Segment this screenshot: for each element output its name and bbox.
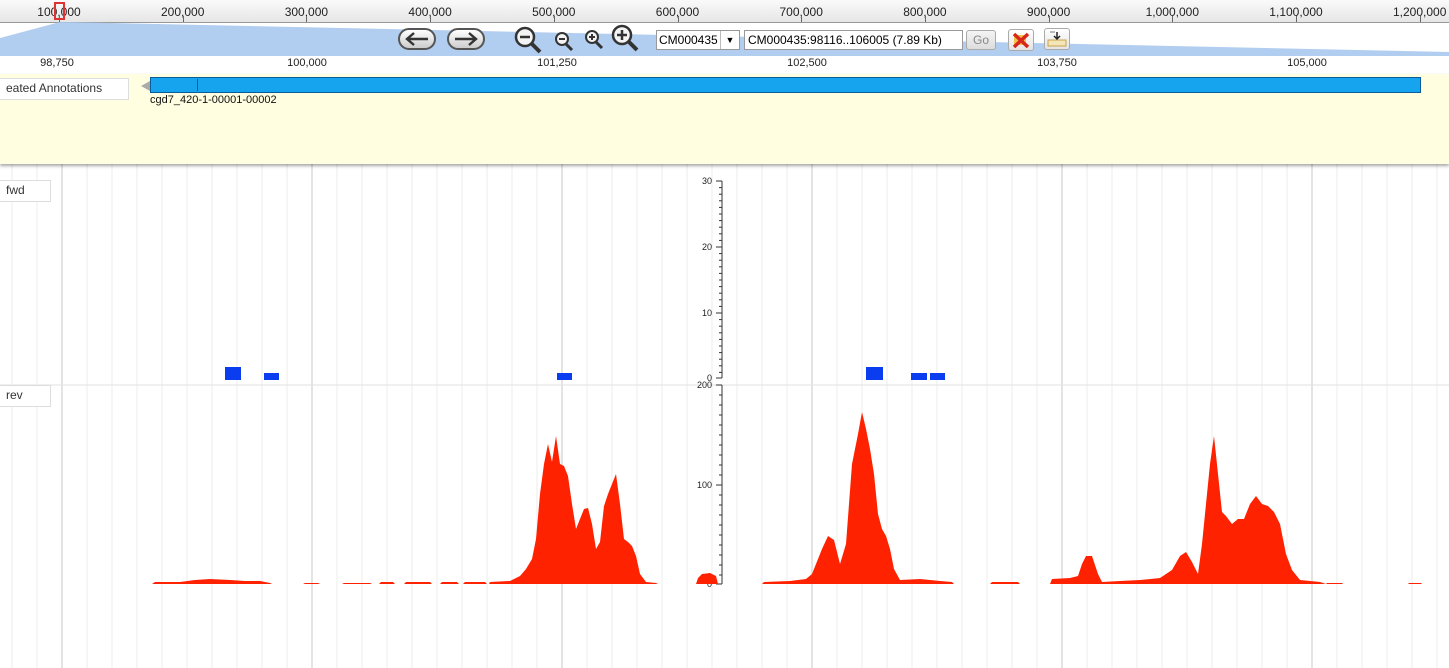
- overview-tick-label: 200,000: [160, 5, 205, 19]
- navigation-bar: CM000435 ▼ CM000435:98116..106005 (7.89 …: [0, 22, 1449, 56]
- fwd-axis-label: 20: [702, 242, 712, 252]
- export-button[interactable]: [1044, 28, 1070, 50]
- ruler-tick-label: 103,750: [1037, 57, 1077, 69]
- detail-ruler[interactable]: 98,750 100,000 101,250 102,500 103,750 105,00…: [0, 56, 1449, 75]
- zoom-out-large-button[interactable]: [512, 26, 544, 54]
- rev-axis-label: 200: [697, 380, 712, 390]
- overview-tick-label: 800,000: [903, 5, 947, 19]
- zoom-in-small-icon: [585, 30, 604, 49]
- fwd-axis-label: 30: [702, 176, 712, 186]
- overview-tick: [677, 16, 679, 22]
- gene-feature-label: cgd7_420-1-00001-00002: [150, 94, 277, 106]
- forward-button[interactable]: [447, 28, 485, 50]
- overview-tick: [306, 16, 308, 22]
- annotation-track-label[interactable]: eated Annotations: [0, 78, 129, 100]
- coverage-plots: 30201002001000: [152, 176, 1422, 589]
- ruler-tick-label: 105,000: [1287, 57, 1327, 69]
- overview-tick: [1172, 16, 1174, 22]
- overview-tick-label: 700,000: [779, 5, 823, 19]
- zoom-out-small-button[interactable]: [552, 30, 576, 52]
- overview-tick: [801, 16, 803, 22]
- rev-track-label[interactable]: rev: [0, 385, 51, 407]
- overview-ruler[interactable]: 100,000 200,000 300,000 400,000 500,000 600,0…: [0, 0, 1449, 23]
- rev-axis-label: 100: [697, 480, 712, 490]
- overview-tick: [553, 16, 555, 22]
- ruler-tick-label: 98,750: [40, 57, 74, 69]
- zoom-in-large-icon: [611, 24, 639, 52]
- overview-tick-label: 1,200,000: [1392, 5, 1447, 19]
- overview-tick-label: 900,000: [1026, 5, 1071, 19]
- location-input[interactable]: CM000435:98116..106005 (7.89 Kb): [744, 30, 963, 50]
- overview-tick: [924, 16, 926, 22]
- clear-highlight-icon: [1012, 32, 1030, 48]
- go-button[interactable]: Go: [966, 30, 996, 50]
- gene-feature[interactable]: [150, 77, 1421, 93]
- fwd-coverage-block: [264, 373, 279, 380]
- overview-tick: [1419, 16, 1421, 22]
- reference-sequence-value: CM000435: [659, 33, 718, 47]
- ruler-tick-label: 101,250: [537, 57, 577, 69]
- fwd-coverage-block: [930, 373, 945, 380]
- overview-tick-label: 100,000: [37, 5, 81, 19]
- fwd-coverage-block: [557, 373, 572, 380]
- ruler-tick-label: 100,000: [287, 57, 327, 69]
- annotation-track: eated Annotations cgd7_420-1-00001-00002: [0, 74, 1449, 164]
- overview-tick: [182, 16, 184, 22]
- overview-position-marker[interactable]: [54, 2, 65, 20]
- fwd-coverage-block: [911, 373, 927, 380]
- overview-tick-label: 1,000,000: [1145, 5, 1199, 19]
- overview-tick-label: 600,000: [655, 5, 700, 19]
- overview-tick: [1296, 16, 1297, 22]
- overview-tick-label: 400,000: [408, 5, 452, 19]
- fwd-track-label[interactable]: fwd: [0, 180, 51, 202]
- overview-tick-label: 300,000: [284, 5, 329, 19]
- ruler-tick-label: 102,500: [787, 57, 827, 69]
- overview-tick: [1048, 16, 1050, 22]
- overview-tick-label: 500,000: [532, 5, 576, 19]
- overview-tick-label: 1,100,000: [1269, 5, 1323, 19]
- zoom-in-large-button[interactable]: [608, 24, 640, 52]
- feature-left-arrow-icon: [141, 81, 150, 91]
- export-icon: [1047, 31, 1067, 47]
- clear-highlight-button[interactable]: [1008, 29, 1034, 51]
- fwd-coverage-block: [225, 367, 241, 380]
- chevron-down-icon: ▼: [720, 31, 739, 49]
- arrow-right-icon: [455, 32, 478, 46]
- fwd-axis-label: 0: [707, 373, 712, 383]
- reference-sequence-select[interactable]: CM000435 ▼: [656, 30, 740, 50]
- fwd-coverage-block: [866, 367, 883, 380]
- zoom-out-small-icon: [555, 32, 574, 51]
- arrow-left-icon: [405, 32, 428, 46]
- zoom-out-large-icon: [514, 26, 542, 54]
- rev-coverage-area: [152, 412, 1422, 584]
- overview-tick: [430, 16, 432, 22]
- fwd-axis-label: 10: [702, 308, 712, 318]
- back-button[interactable]: [398, 28, 436, 50]
- zoom-in-small-button[interactable]: [582, 28, 606, 50]
